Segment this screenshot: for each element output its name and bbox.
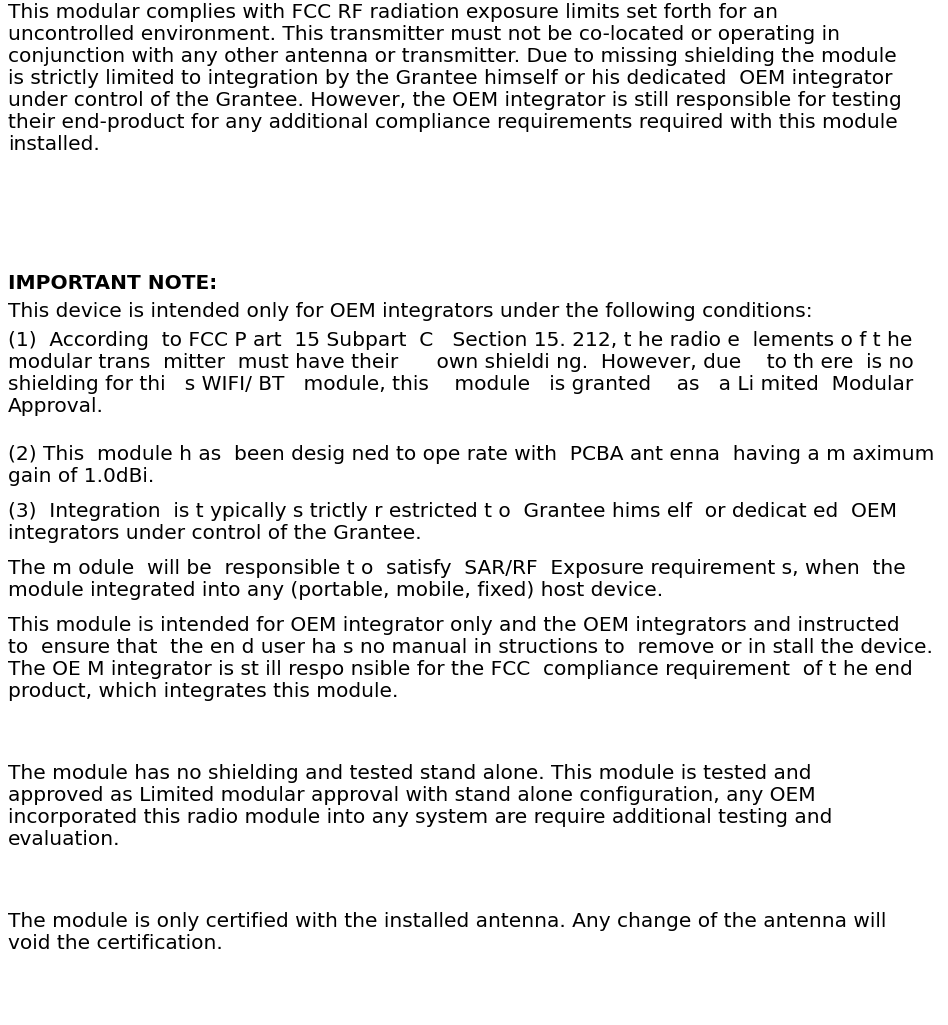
Text: The module is only certified with the installed antenna. Any change of the anten: The module is only certified with the in…: [8, 912, 886, 953]
Text: This device is intended only for OEM integrators under the following conditions:: This device is intended only for OEM int…: [8, 302, 812, 321]
Text: (3)  Integration  is t ypically s trictly r estricted t o  Grantee hims elf  or : (3) Integration is t ypically s trictly …: [8, 502, 897, 543]
Text: This module is intended for OEM integrator only and the OEM integrators and inst: This module is intended for OEM integrat…: [8, 616, 933, 701]
Text: (1)  According  to FCC P art  15 Subpart  C   Section 15. 212, t he radio e  lem: (1) According to FCC P art 15 Subpart C …: [8, 331, 914, 416]
Text: The module has no shielding and tested stand alone. This module is tested and
ap: The module has no shielding and tested s…: [8, 764, 832, 849]
Text: IMPORTANT NOTE:: IMPORTANT NOTE:: [8, 274, 217, 293]
Text: (2) This  module h as  been desig ned to ope rate with  PCBA ant enna  having a : (2) This module h as been desig ned to o…: [8, 445, 935, 486]
Text: This modular complies with FCC RF radiation exposure limits set forth for an
unc: This modular complies with FCC RF radiat…: [8, 3, 902, 154]
Text: The m odule  will be  responsible t o  satisfy  SAR/RF  Exposure requirement s, : The m odule will be responsible t o sati…: [8, 559, 905, 600]
